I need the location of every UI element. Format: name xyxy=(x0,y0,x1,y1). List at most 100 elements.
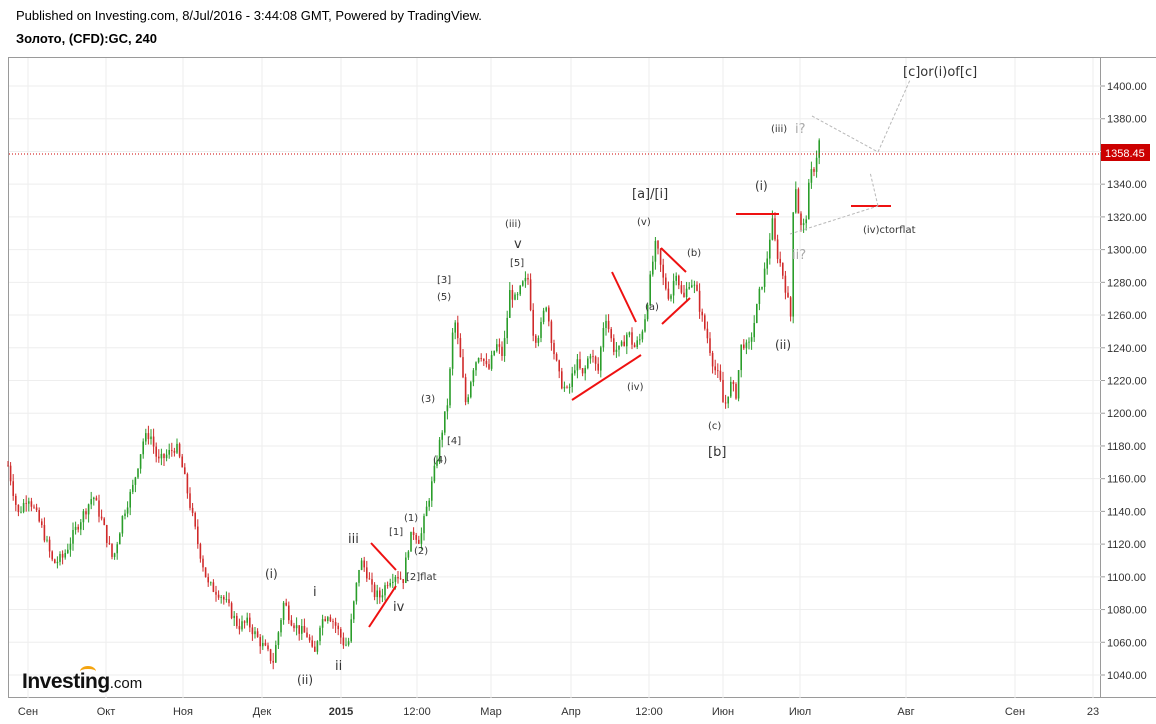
label-iv-ctorflat: (iv)ctorflat xyxy=(863,225,916,236)
candle-body xyxy=(516,294,519,296)
y-tick-label: 1140.00 xyxy=(1107,506,1146,518)
candle-body xyxy=(373,584,376,598)
candle-body xyxy=(262,642,264,647)
candle-body xyxy=(407,551,410,558)
candle-body xyxy=(761,286,763,289)
candle-body xyxy=(360,560,363,570)
candle-body xyxy=(477,358,480,363)
x-tick-label: Сен xyxy=(18,706,38,718)
candle-body xyxy=(155,446,157,457)
candle-body xyxy=(428,500,430,507)
wave-labels: [c]or(i)of[c] (iv)ctorflat (i) (ii) i ii… xyxy=(265,65,977,687)
candle-body xyxy=(514,294,516,300)
candle-body xyxy=(337,625,339,630)
candle-body xyxy=(186,474,189,494)
investing-logo[interactable]: Investing.com xyxy=(22,666,142,694)
candle-body xyxy=(366,567,368,579)
candle-body xyxy=(384,585,386,596)
candle-body xyxy=(709,338,711,353)
candle-body xyxy=(555,354,558,361)
candle-body xyxy=(672,280,675,296)
candle-body xyxy=(402,579,404,583)
candle-body xyxy=(121,515,124,534)
candle-body xyxy=(732,381,735,385)
candle-body xyxy=(496,344,498,351)
candle-body xyxy=(438,439,441,461)
x-tick-label: 2015 xyxy=(329,706,353,718)
candle-body xyxy=(327,617,329,621)
candle-body xyxy=(277,632,280,646)
candle-body xyxy=(717,370,719,372)
candle-body xyxy=(150,436,152,440)
candle-body xyxy=(85,511,87,515)
candle-body xyxy=(100,516,103,519)
label-i-q: i? xyxy=(795,122,806,137)
candle-body xyxy=(462,357,464,378)
candle-body xyxy=(537,337,540,343)
candle-body xyxy=(735,384,737,399)
y-tick-label: 1280.00 xyxy=(1107,277,1147,289)
candle-body xyxy=(54,559,56,564)
candle-body xyxy=(9,465,12,482)
candle-body xyxy=(288,605,290,621)
candle-body xyxy=(212,582,215,592)
label-a-small: (a) xyxy=(645,302,659,313)
label-p5: (5) xyxy=(437,292,451,303)
candle-body xyxy=(415,534,417,540)
candle-body xyxy=(719,370,722,380)
label-c-small: (c) xyxy=(708,421,721,432)
candle-body xyxy=(641,331,644,340)
x-tick-label: 23 xyxy=(1087,706,1099,718)
candle-body xyxy=(498,344,501,347)
annotation-lines xyxy=(368,79,911,628)
candle-body xyxy=(818,140,820,158)
candle-body xyxy=(802,223,805,226)
candle-body xyxy=(493,350,495,356)
trendline xyxy=(368,585,397,628)
label-iv-small: (iv) xyxy=(627,382,644,393)
chart-plot-area[interactable] xyxy=(8,57,1101,698)
candle-body xyxy=(207,577,209,583)
candle-body xyxy=(210,582,212,584)
trendline xyxy=(660,247,687,273)
candle-body xyxy=(376,590,378,598)
candle-body xyxy=(475,362,477,371)
candle-body xyxy=(345,644,347,646)
candle-body xyxy=(810,169,813,183)
candle-body xyxy=(607,320,610,330)
candle-body xyxy=(267,645,269,650)
candle-body xyxy=(355,582,358,602)
candle-body xyxy=(540,321,542,338)
candle-body xyxy=(199,544,202,559)
candle-body xyxy=(758,288,761,304)
candles xyxy=(7,138,820,670)
price-axis[interactable] xyxy=(1101,57,1156,698)
candle-body xyxy=(381,595,384,598)
candle-body xyxy=(163,453,165,459)
candle-body xyxy=(90,499,92,505)
candle-body xyxy=(696,284,698,291)
candle-body xyxy=(132,484,134,492)
candle-body xyxy=(243,621,246,623)
candle-body xyxy=(82,511,85,523)
candle-body xyxy=(706,328,709,339)
candle-body xyxy=(815,157,818,172)
candle-body xyxy=(160,453,163,459)
price-badge-bg xyxy=(1101,144,1150,161)
candle-body xyxy=(522,281,524,286)
candle-body xyxy=(368,578,371,580)
candle-body xyxy=(789,297,792,317)
candle-body xyxy=(784,275,787,293)
label-ii-dec: (ii) xyxy=(297,673,313,687)
candle-body xyxy=(259,637,261,647)
candle-body xyxy=(782,262,784,276)
candle-body xyxy=(64,552,66,558)
candle-body xyxy=(644,319,646,332)
candle-body xyxy=(576,359,579,371)
candle-body xyxy=(483,358,485,362)
candle-body xyxy=(251,627,254,635)
candle-body xyxy=(220,596,222,598)
candle-body xyxy=(594,356,597,364)
candle-body xyxy=(766,258,768,269)
candle-body xyxy=(228,599,230,604)
